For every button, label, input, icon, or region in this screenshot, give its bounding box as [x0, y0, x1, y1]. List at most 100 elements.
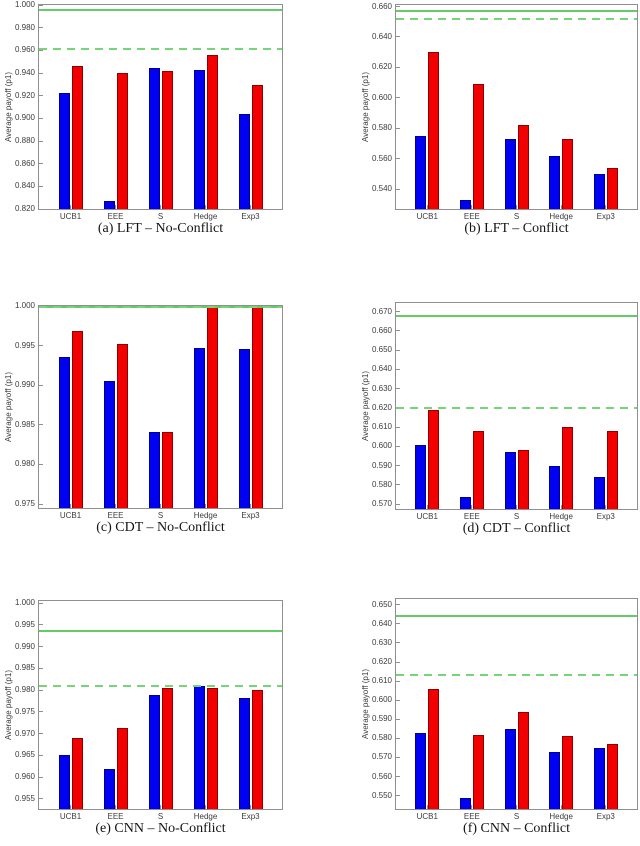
x-tick-mark — [205, 205, 206, 209]
y-tick-label: 0.995 — [14, 619, 35, 629]
y-tick-label: 0.650 — [371, 599, 392, 609]
bar-blue-hedge — [549, 465, 561, 509]
x-tick-label: EEE — [463, 512, 480, 521]
x-tick-mark — [426, 505, 428, 509]
bar-blue-hedge — [193, 69, 205, 209]
reference-line-dashed — [396, 406, 637, 409]
y-tick-mark — [39, 72, 43, 74]
y-tick-label: 1.000 — [14, 301, 35, 310]
y-tick-label: 0.620 — [371, 657, 392, 666]
x-tick-mark — [160, 805, 161, 809]
x-tick-mark — [560, 205, 562, 209]
y-tick-mark — [396, 36, 400, 38]
bar-blue-eee — [103, 768, 115, 809]
y-tick-label: 0.990 — [14, 641, 35, 651]
x-tick-mark — [70, 805, 71, 809]
y-tick-label: 0.570 — [371, 499, 392, 509]
x-tick-label: EEE — [463, 812, 480, 821]
bar-blue-s — [148, 68, 160, 209]
chart-cdt-no-conflict: Average payoff (p1) 0.975 0.980 0.985 0.990… — [0, 285, 320, 557]
bar-red-s — [161, 688, 173, 809]
x-tick-mark — [250, 205, 251, 209]
x-tick-mark — [560, 505, 562, 509]
y-tick-mark — [39, 711, 43, 713]
y-tick-label: 1.000 — [14, 0, 35, 9]
bar-blue-ucb1 — [58, 93, 70, 209]
bar-blue-s — [148, 694, 160, 809]
y-tick-label: 0.590 — [371, 460, 392, 470]
bar-red-s — [161, 70, 173, 209]
plot-area: 0.570 0.580 0.590 0.600 0.610 0.620 0.630 0.640… — [372, 302, 638, 521]
reference-line-solid — [396, 615, 637, 618]
bar-red-exp3 — [606, 744, 618, 809]
bar-red-exp3 — [251, 690, 263, 809]
x-tick-label: EEE — [107, 511, 124, 520]
plot-area: 0.550 0.560 0.570 0.580 0.590 0.600 0.610 0.620… — [372, 598, 638, 821]
y-tick-label: 0.960 — [14, 45, 35, 55]
y-tick-mark — [396, 737, 400, 739]
y-tick-label: 0.610 — [371, 676, 392, 686]
x-tick-mark — [605, 205, 607, 209]
bar-red-ucb1 — [428, 409, 440, 509]
y-axis-label: Average payoff (p1) — [361, 72, 370, 142]
y-tick-mark — [39, 185, 43, 187]
x-tick-label: S — [157, 212, 164, 221]
x-tick-label: UCB1 — [416, 812, 438, 821]
y-axis-label: Average payoff (p1) — [361, 669, 370, 739]
y-tick-label: 0.580 — [371, 733, 392, 743]
y-axis-label: Average payoff (p1) — [4, 372, 13, 442]
bar-red-eee — [116, 73, 128, 209]
y-tick-mark — [396, 311, 400, 313]
y-tick-label: 0.590 — [371, 714, 392, 724]
y-tick-mark — [396, 127, 400, 129]
y-tick-label: 0.900 — [14, 113, 35, 123]
chart-caption: (d) CDT – Conflict — [462, 521, 571, 536]
y-tick-label: 0.640 — [371, 31, 392, 41]
y-tick-mark — [39, 754, 43, 756]
y-axis-label: Average payoff (p1) — [4, 670, 13, 740]
bar-blue-exp3 — [593, 477, 605, 509]
reference-line-solid — [39, 8, 282, 11]
y-tick-mark — [396, 776, 400, 778]
x-tick-label: S — [513, 212, 520, 221]
y-tick-label: 0.960 — [14, 772, 35, 782]
y-tick-mark — [396, 6, 400, 8]
y-tick-mark — [39, 140, 43, 142]
reference-line-dashed — [39, 48, 282, 51]
y-tick-label: 0.620 — [371, 402, 392, 412]
y-tick-mark — [396, 426, 400, 428]
x-tick-mark — [516, 805, 517, 809]
y-tick-label: 0.660 — [371, 325, 392, 335]
y-tick-mark — [39, 95, 43, 97]
reference-line-solid — [396, 315, 637, 318]
x-tick-label: Hedge — [549, 512, 573, 521]
x-tick-label: Exp3 — [596, 212, 615, 221]
plot-area: 0.975 0.980 0.985 0.990 0.995 1.000 UCB1 EEE S He… — [15, 302, 283, 520]
y-tick-label: 0.920 — [14, 90, 35, 100]
y-tick-label: 0.840 — [14, 181, 35, 191]
y-tick-mark — [396, 158, 400, 160]
bar-blue-hedge — [549, 155, 561, 209]
chart-caption: (c) CDT – No-Conflict — [96, 520, 225, 535]
x-tick-label: UCB1 — [59, 511, 82, 520]
y-tick-label: 0.600 — [371, 695, 392, 705]
y-tick-mark — [39, 384, 43, 386]
chart-lft-conflict: Average payoff (p1) 0.540 0.560 0.580 0.600… — [320, 0, 640, 272]
bar-red-s — [517, 450, 529, 509]
y-tick-mark — [39, 602, 43, 604]
x-tick-label: EEE — [107, 212, 124, 221]
y-tick-mark — [396, 661, 400, 663]
chart-caption: (f) CNN – Conflict — [463, 821, 570, 836]
y-tick-label: 0.860 — [14, 158, 35, 168]
bar-red-ucb1 — [71, 331, 83, 508]
bar-blue-exp3 — [238, 113, 250, 209]
plot-area: 0.955 0.960 0.965 0.970 0.975 0.980 0.985 0.990… — [15, 599, 283, 821]
x-tick-mark — [426, 205, 428, 209]
x-tick-mark — [516, 205, 517, 209]
bar-red-exp3 — [606, 167, 618, 209]
x-tick-label: Exp3 — [596, 512, 615, 521]
bar-blue-eee — [459, 199, 471, 209]
reference-line-dashed — [39, 684, 282, 687]
bar-red-eee — [116, 728, 128, 809]
y-tick-mark — [396, 623, 400, 625]
